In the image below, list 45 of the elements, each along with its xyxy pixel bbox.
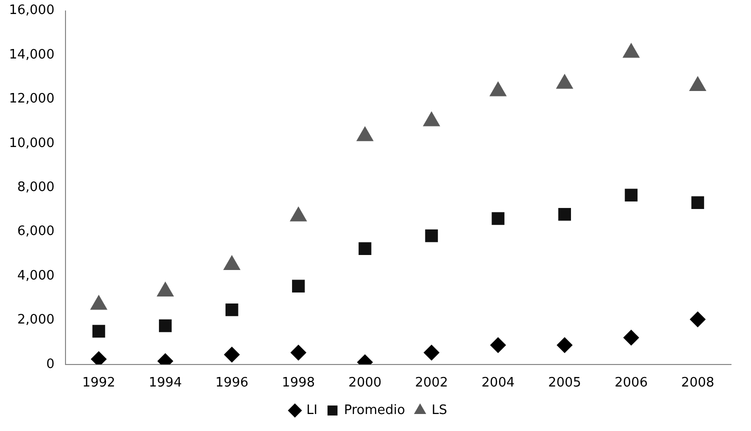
- point: [158, 319, 172, 332]
- y-tick-label: 4,000: [17, 268, 54, 284]
- point: [489, 81, 507, 96]
- x-tick-label: 2004: [482, 376, 515, 391]
- point: [358, 242, 372, 255]
- point: [224, 346, 240, 363]
- y-tick-label: 0: [46, 356, 54, 372]
- point: [425, 229, 438, 242]
- y-tick-label: 2,000: [17, 312, 54, 328]
- point: [690, 311, 706, 328]
- x-tick-label: 1992: [82, 376, 116, 391]
- point: [492, 212, 504, 225]
- legend-label: Promedio: [344, 402, 406, 418]
- x-tick-label: 2002: [414, 376, 448, 391]
- point: [490, 337, 506, 354]
- point: [226, 303, 238, 316]
- point: [356, 126, 374, 142]
- point: [622, 42, 640, 58]
- point: [290, 344, 306, 361]
- y-tick-label: 12,000: [8, 92, 54, 107]
- x-tick-label: 2006: [614, 376, 648, 391]
- point: [623, 330, 640, 346]
- y-tick-label: 16,000: [8, 3, 54, 18]
- y-tick-label: 6,000: [17, 224, 54, 240]
- y-tick-label: 10,000: [8, 136, 54, 151]
- y-tick-label: 8,000: [17, 180, 54, 195]
- point: [558, 208, 571, 221]
- legend-label: LI: [306, 402, 318, 418]
- point: [691, 196, 704, 209]
- point: [92, 324, 106, 338]
- point: [424, 344, 440, 361]
- x-tick-label: 1996: [215, 376, 248, 391]
- x-tick-label: 2005: [548, 376, 582, 391]
- point: [422, 111, 440, 126]
- x-tick-label: 2008: [681, 376, 714, 391]
- y-tick-label: 14,000: [8, 47, 54, 62]
- x-tick-label: 2000: [348, 376, 382, 391]
- point: [292, 280, 305, 293]
- point: [556, 337, 573, 354]
- legend-label: LS: [432, 402, 448, 418]
- point: [624, 188, 638, 202]
- x-tick-label: 1994: [148, 376, 182, 391]
- point: [689, 76, 706, 91]
- x-tick-label: 1998: [282, 376, 315, 391]
- point: [556, 74, 574, 89]
